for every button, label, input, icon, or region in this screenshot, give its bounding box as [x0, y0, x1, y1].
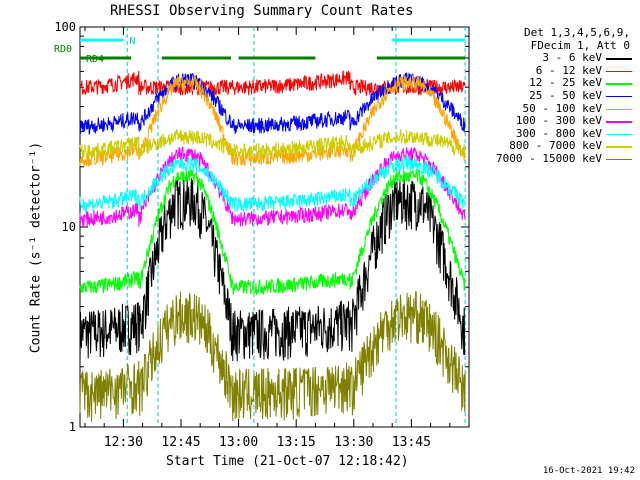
legend-entry: 25 - 50 keV: [486, 88, 634, 103]
legend-entry-label: 50 - 100 keV: [522, 101, 602, 115]
legend-entry-label: 25 - 50 keV: [529, 88, 602, 102]
footer-timestamp: 16-Oct-2021 19:42: [542, 466, 635, 476]
x-axis-label: Start Time (21-Oct-07 12:18:42): [166, 454, 409, 469]
legend-entry-label: 12 - 25 keV: [529, 76, 602, 90]
status-label-rd0: RD0: [54, 44, 72, 55]
x-tick-label: 13:15: [277, 435, 316, 450]
legend-entry-swatch: [606, 70, 632, 73]
legend-entry: 100 - 300 keV: [486, 115, 634, 128]
legend-header-detectors: Det 1,3,4,5,6,9,: [524, 26, 630, 39]
legend-header-fdecim: FDecim 1, Att 0: [530, 38, 630, 52]
legend-entry-label: 800 - 7000 keV: [509, 139, 602, 153]
legend-entry: 3 - 6 keV: [486, 52, 634, 65]
series-line-4: [79, 72, 466, 136]
legend-entry-swatch: [606, 83, 632, 85]
series-line-1: [79, 177, 466, 363]
legend-entry-label: 6 - 12 keV: [535, 63, 602, 77]
x-tick-label: 13:30: [334, 435, 373, 450]
legend: Det 1,3,4,5,6,9, FDecim 1, Att 0 3 - 6 k…: [486, 26, 634, 166]
legend-entry-swatch: [606, 158, 632, 161]
legend-entry-swatch: [606, 133, 632, 136]
legend-entry-swatch: [606, 108, 632, 111]
legend-entry: 7000 - 15000 keV: [486, 151, 634, 166]
series-line-5: [79, 74, 466, 167]
status-label-rd4: RD4: [86, 54, 104, 65]
series-line-8: [79, 129, 466, 160]
series-line-3: [79, 167, 466, 297]
chart-title: RHESSI Observing Summary Count Rates: [110, 3, 414, 19]
series-line-7: [79, 155, 466, 213]
legend-entry-label: 100 - 300 keV: [515, 114, 602, 128]
legend-entry: 12 - 25 keV: [486, 77, 634, 90]
x-tick-label: 12:45: [161, 435, 200, 450]
y-tick-label: 1: [69, 420, 76, 434]
legend-entry: 300 - 800 keV: [486, 126, 634, 141]
series-line-9: [79, 290, 466, 422]
legend-entry-swatch: [606, 58, 632, 60]
legend-entry: 6 - 12 keV: [486, 63, 634, 78]
legend-entry-label: 7000 - 15000 keV: [496, 151, 602, 165]
y-tick-label: 100: [54, 20, 76, 34]
legend-entry-label: 3 - 6 keV: [542, 51, 602, 65]
x-tick-label: 13:45: [392, 435, 431, 450]
legend-entry-swatch: [606, 121, 632, 123]
status-label-n: N: [129, 36, 135, 47]
y-axis-label: Count Rate (s⁻¹ detector⁻¹): [28, 141, 44, 354]
legend-entry: 50 - 100 keV: [486, 101, 634, 116]
x-tick-label: 13:00: [219, 435, 258, 450]
y-tick-label: 10: [62, 220, 76, 234]
legend-entry: 800 - 7000 keV: [486, 140, 634, 153]
legend-entry-swatch: [606, 146, 632, 148]
legend-entry-label: 300 - 800 keV: [515, 126, 602, 140]
x-tick-label: 12:30: [104, 435, 143, 450]
legend-entry-swatch: [606, 95, 632, 98]
